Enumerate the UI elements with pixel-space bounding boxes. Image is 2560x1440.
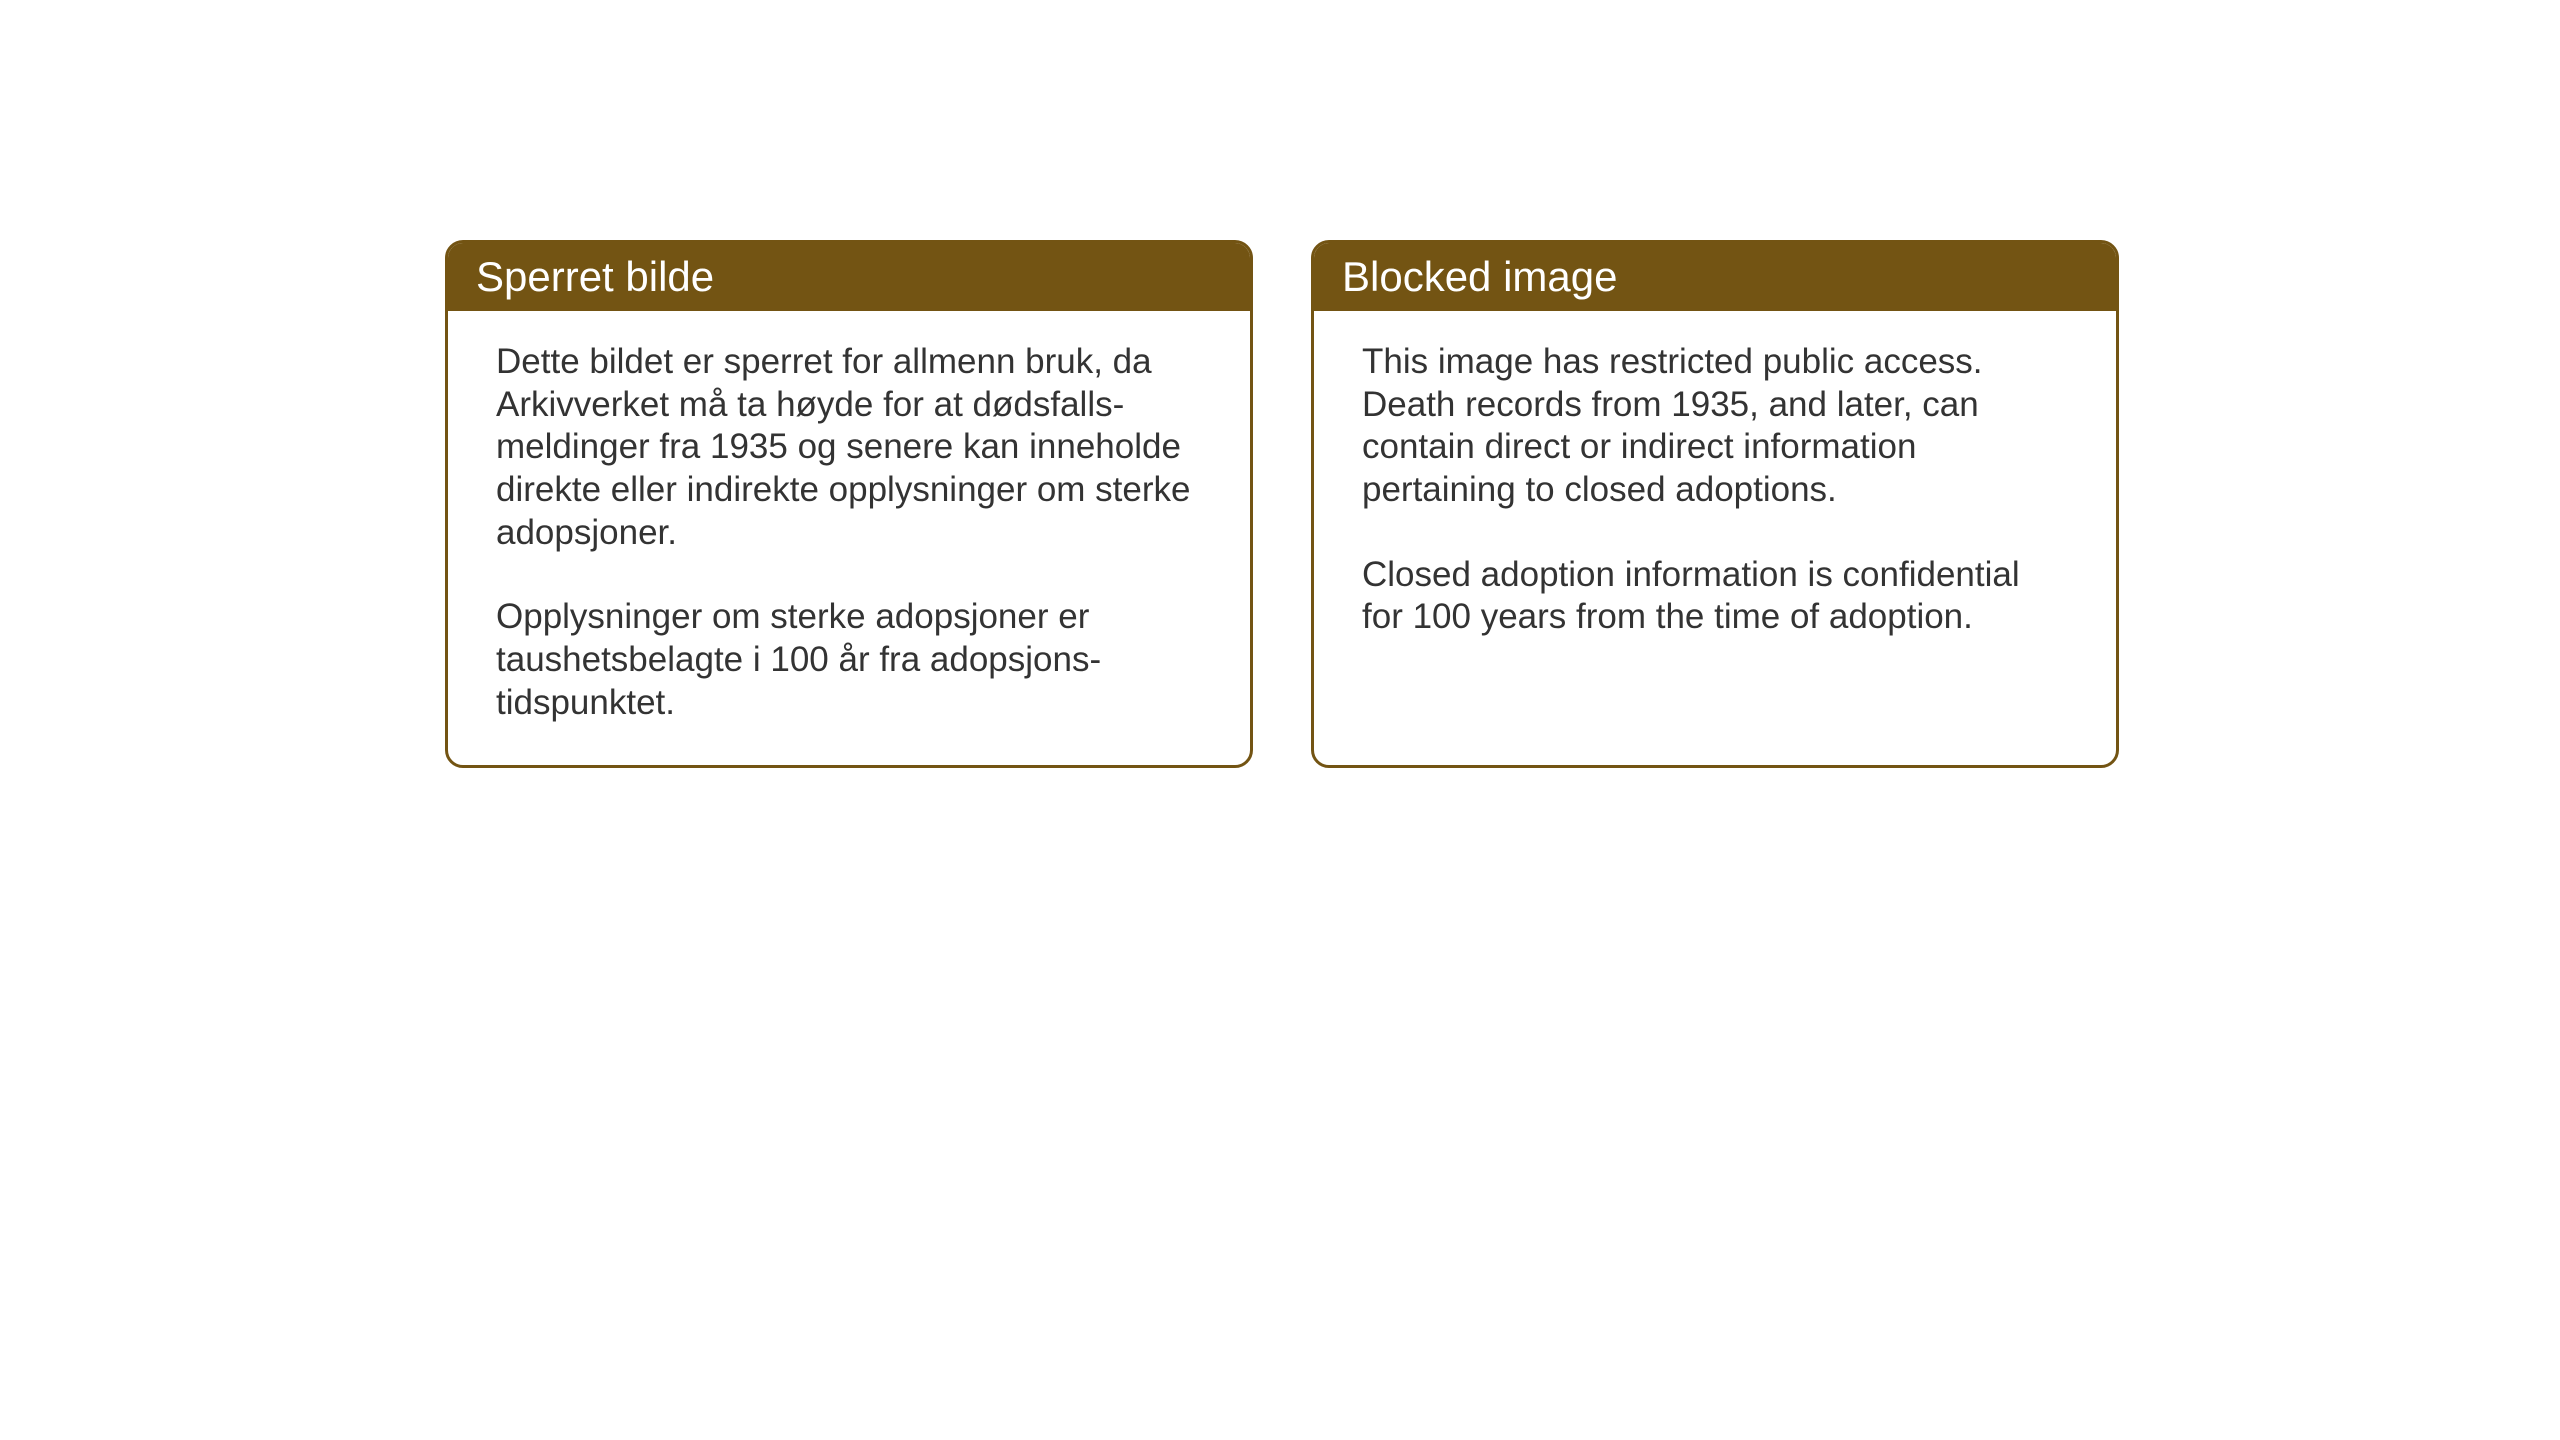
card-norwegian-paragraph-1: Dette bildet er sperret for allmenn bruk… [496,341,1202,554]
card-norwegian-header: Sperret bilde [448,243,1250,311]
card-english: Blocked image This image has restricted … [1311,240,2119,768]
card-norwegian-paragraph-2: Opplysninger om sterke adopsjoner er tau… [496,596,1202,724]
card-norwegian: Sperret bilde Dette bildet er sperret fo… [445,240,1253,768]
card-english-title: Blocked image [1342,253,1617,300]
card-english-header: Blocked image [1314,243,2116,311]
card-english-paragraph-1: This image has restricted public access.… [1362,341,2068,512]
cards-container: Sperret bilde Dette bildet er sperret fo… [445,240,2119,768]
card-norwegian-body: Dette bildet er sperret for allmenn bruk… [448,311,1250,765]
card-english-body: This image has restricted public access.… [1314,311,2116,679]
card-english-paragraph-2: Closed adoption information is confident… [1362,554,2068,639]
card-norwegian-title: Sperret bilde [476,253,714,300]
